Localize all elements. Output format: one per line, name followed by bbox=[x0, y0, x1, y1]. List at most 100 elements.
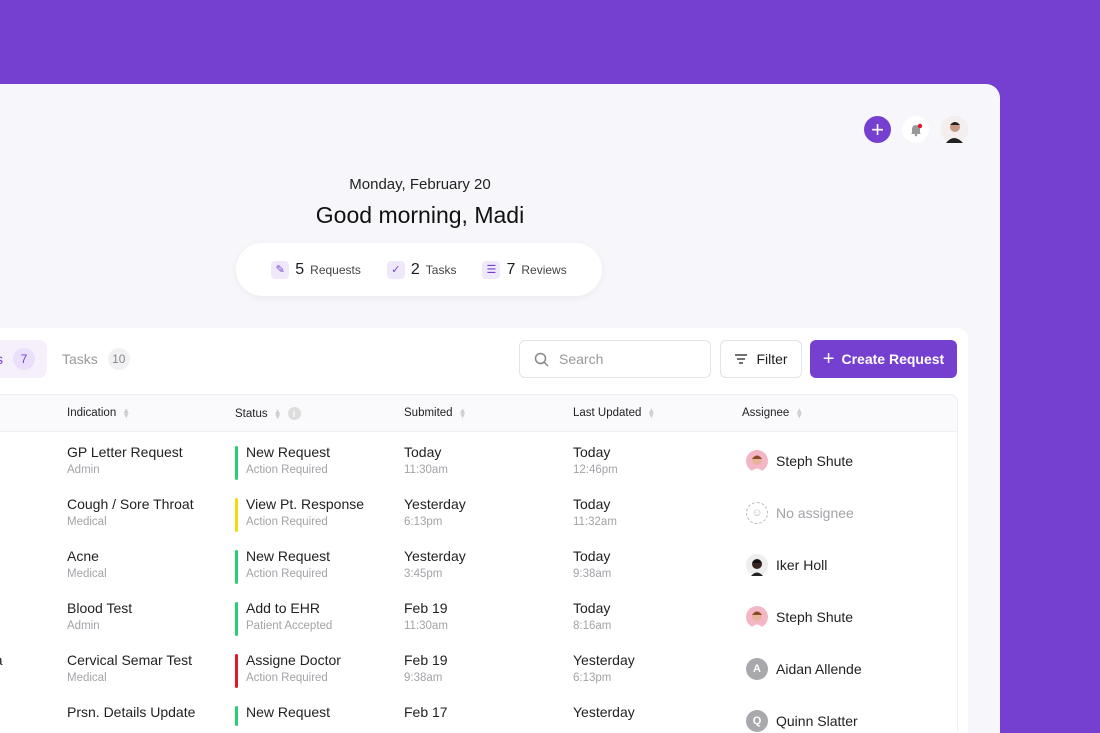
user-avatar[interactable] bbox=[941, 116, 968, 143]
status: New Request bbox=[246, 704, 331, 720]
submitted-date: Feb 19 bbox=[404, 600, 448, 616]
assignee-initial-avatar: A bbox=[746, 658, 768, 680]
status: Add to EHR bbox=[246, 600, 320, 616]
updated-time: 6:13pm bbox=[573, 672, 612, 684]
assignee-avatar bbox=[746, 606, 768, 628]
assignee[interactable]: ☺ No assignee bbox=[746, 502, 854, 524]
stat-requests[interactable]: ✎ 5 Requests bbox=[271, 260, 361, 279]
updated-date: Yesterday bbox=[573, 652, 635, 668]
updated-date: Today bbox=[573, 600, 611, 616]
assignee[interactable]: Steph Shute bbox=[746, 606, 853, 628]
indication-category: Medical bbox=[67, 516, 107, 528]
status: New Request bbox=[246, 548, 331, 564]
column-header[interactable]: Submited ▲ ▼ bbox=[404, 406, 467, 420]
filter-icon bbox=[735, 354, 748, 364]
column-header[interactable]: Indication ▲ ▼ bbox=[67, 406, 131, 420]
current-date: Monday, February 20 bbox=[349, 176, 491, 193]
create-request-button[interactable]: + Create Request bbox=[810, 340, 957, 378]
no-assignee-icon: ☺ bbox=[746, 502, 768, 524]
pencil-icon: ✎ bbox=[271, 260, 290, 279]
sort-icon[interactable]: ▲ ▼ bbox=[458, 406, 467, 420]
dashboard-card: + Monday, February 20 Good morning, Madi… bbox=[0, 84, 1000, 733]
column-label: Last Updated bbox=[573, 407, 642, 419]
column-header[interactable]: Last Updated ▲ ▼ bbox=[573, 406, 656, 420]
updated-time: 8:16am bbox=[573, 620, 612, 632]
tab-label: s bbox=[0, 351, 3, 367]
table-row[interactable]: r Prsn. Details Update New Request Feb 1… bbox=[0, 694, 958, 732]
assignee-name: Iker Holl bbox=[776, 557, 828, 573]
table-row[interactable]: Cough / Sore Throat Medical View Pt. Resp… bbox=[0, 486, 958, 532]
updated-time: 11:32am bbox=[573, 516, 617, 528]
indication-category: Admin bbox=[67, 464, 100, 476]
status-indicator bbox=[235, 706, 238, 726]
assignee[interactable]: Q Quinn Slatter bbox=[746, 710, 858, 732]
plus-icon: + bbox=[871, 116, 884, 142]
status-detail: Action Required bbox=[246, 568, 328, 580]
stat-count: 5 bbox=[295, 260, 305, 278]
tab-requests[interactable]: s 7 bbox=[0, 340, 47, 378]
stat-count: 2 bbox=[410, 260, 420, 278]
sort-icon[interactable]: ▲ ▼ bbox=[273, 406, 282, 421]
updated-date: Today bbox=[573, 496, 611, 512]
table-row[interactable]: Blood Test Admin Add to EHR Patient Accept… bbox=[0, 590, 958, 636]
status: Assigne Doctor bbox=[246, 652, 341, 668]
status-detail: Action Required bbox=[246, 672, 328, 684]
search-icon bbox=[534, 352, 549, 367]
status-detail: Action Required bbox=[246, 464, 328, 476]
indication: Cough / Sore Throat bbox=[67, 496, 194, 512]
table-row[interactable]: GP Letter Request Admin New Request Action… bbox=[0, 434, 958, 480]
info-icon[interactable]: i bbox=[287, 407, 301, 420]
assignee-name: Quinn Slatter bbox=[776, 713, 858, 729]
sort-icon[interactable]: ▲ ▼ bbox=[795, 406, 804, 420]
tab-tasks[interactable]: Tasks 10 bbox=[62, 340, 130, 378]
add-button[interactable]: + bbox=[864, 116, 891, 143]
status-detail: Patient Accepted bbox=[246, 620, 333, 632]
search-input[interactable]: Search bbox=[519, 340, 711, 378]
greeting: Good morning, Madi bbox=[315, 202, 525, 228]
assignee[interactable]: Steph Shute bbox=[746, 450, 853, 472]
status-indicator bbox=[235, 498, 238, 532]
indication-category: Medical bbox=[67, 568, 107, 580]
indication: Acne bbox=[67, 548, 99, 564]
notifications-button[interactable] bbox=[902, 116, 929, 143]
status: View Pt. Response bbox=[246, 496, 365, 512]
updated-date: Yesterday bbox=[573, 704, 635, 720]
status-detail: Action Required bbox=[246, 516, 328, 528]
updated-date: Today bbox=[573, 548, 611, 564]
column-header[interactable]: Status ▲ ▼ i bbox=[235, 407, 301, 420]
table-row[interactable]: nita Cervical Semar Test Medical Assigne … bbox=[0, 642, 958, 688]
submitted-time: 11:30am bbox=[404, 620, 448, 632]
stat-tasks[interactable]: ✓ 2 Tasks bbox=[386, 260, 457, 279]
indication: GP Letter Request bbox=[67, 444, 183, 460]
stat-reviews[interactable]: ☰ 7 Reviews bbox=[482, 260, 567, 279]
profile-photo-icon bbox=[941, 116, 968, 143]
column-header[interactable]: Assignee ▲ ▼ bbox=[742, 406, 804, 420]
status-indicator bbox=[235, 446, 238, 480]
sort-icon[interactable]: ▲ ▼ bbox=[647, 406, 656, 420]
stat-label: Reviews bbox=[521, 262, 567, 277]
column-label: Indication bbox=[67, 407, 117, 419]
indication: Prsn. Details Update bbox=[67, 704, 196, 720]
stat-label: Tasks bbox=[425, 262, 457, 277]
submitted-date: Feb 17 bbox=[404, 704, 448, 720]
assignee-name: Aidan Allende bbox=[776, 661, 862, 677]
list-icon: ☰ bbox=[482, 260, 501, 279]
summary-stats: ✎ 5 Requests ✓ 2 Tasks ☰ 7 Reviews bbox=[236, 243, 602, 296]
table-row[interactable]: Acne Medical New Request Action Required Y… bbox=[0, 538, 958, 584]
bell-icon bbox=[910, 123, 922, 136]
indication: Cervical Semar Test bbox=[67, 652, 193, 668]
filter-label: Filter bbox=[756, 351, 788, 367]
sort-icon[interactable]: ▲ ▼ bbox=[122, 406, 131, 420]
submitted-time: 3:45pm bbox=[404, 568, 443, 580]
patient-name: nita bbox=[0, 652, 3, 668]
indication-category: Medical bbox=[67, 672, 107, 684]
column-label: Submited bbox=[404, 407, 453, 419]
filter-button[interactable]: Filter bbox=[720, 340, 802, 378]
updated-time: 9:38am bbox=[573, 568, 612, 580]
plus-icon: + bbox=[822, 347, 835, 370]
assignee[interactable]: A Aidan Allende bbox=[746, 658, 862, 680]
status: New Request bbox=[246, 444, 331, 460]
submitted-date: Yesterday bbox=[404, 496, 466, 512]
assignee-initial-avatar: Q bbox=[746, 710, 768, 732]
assignee[interactable]: Iker Holl bbox=[746, 554, 827, 576]
